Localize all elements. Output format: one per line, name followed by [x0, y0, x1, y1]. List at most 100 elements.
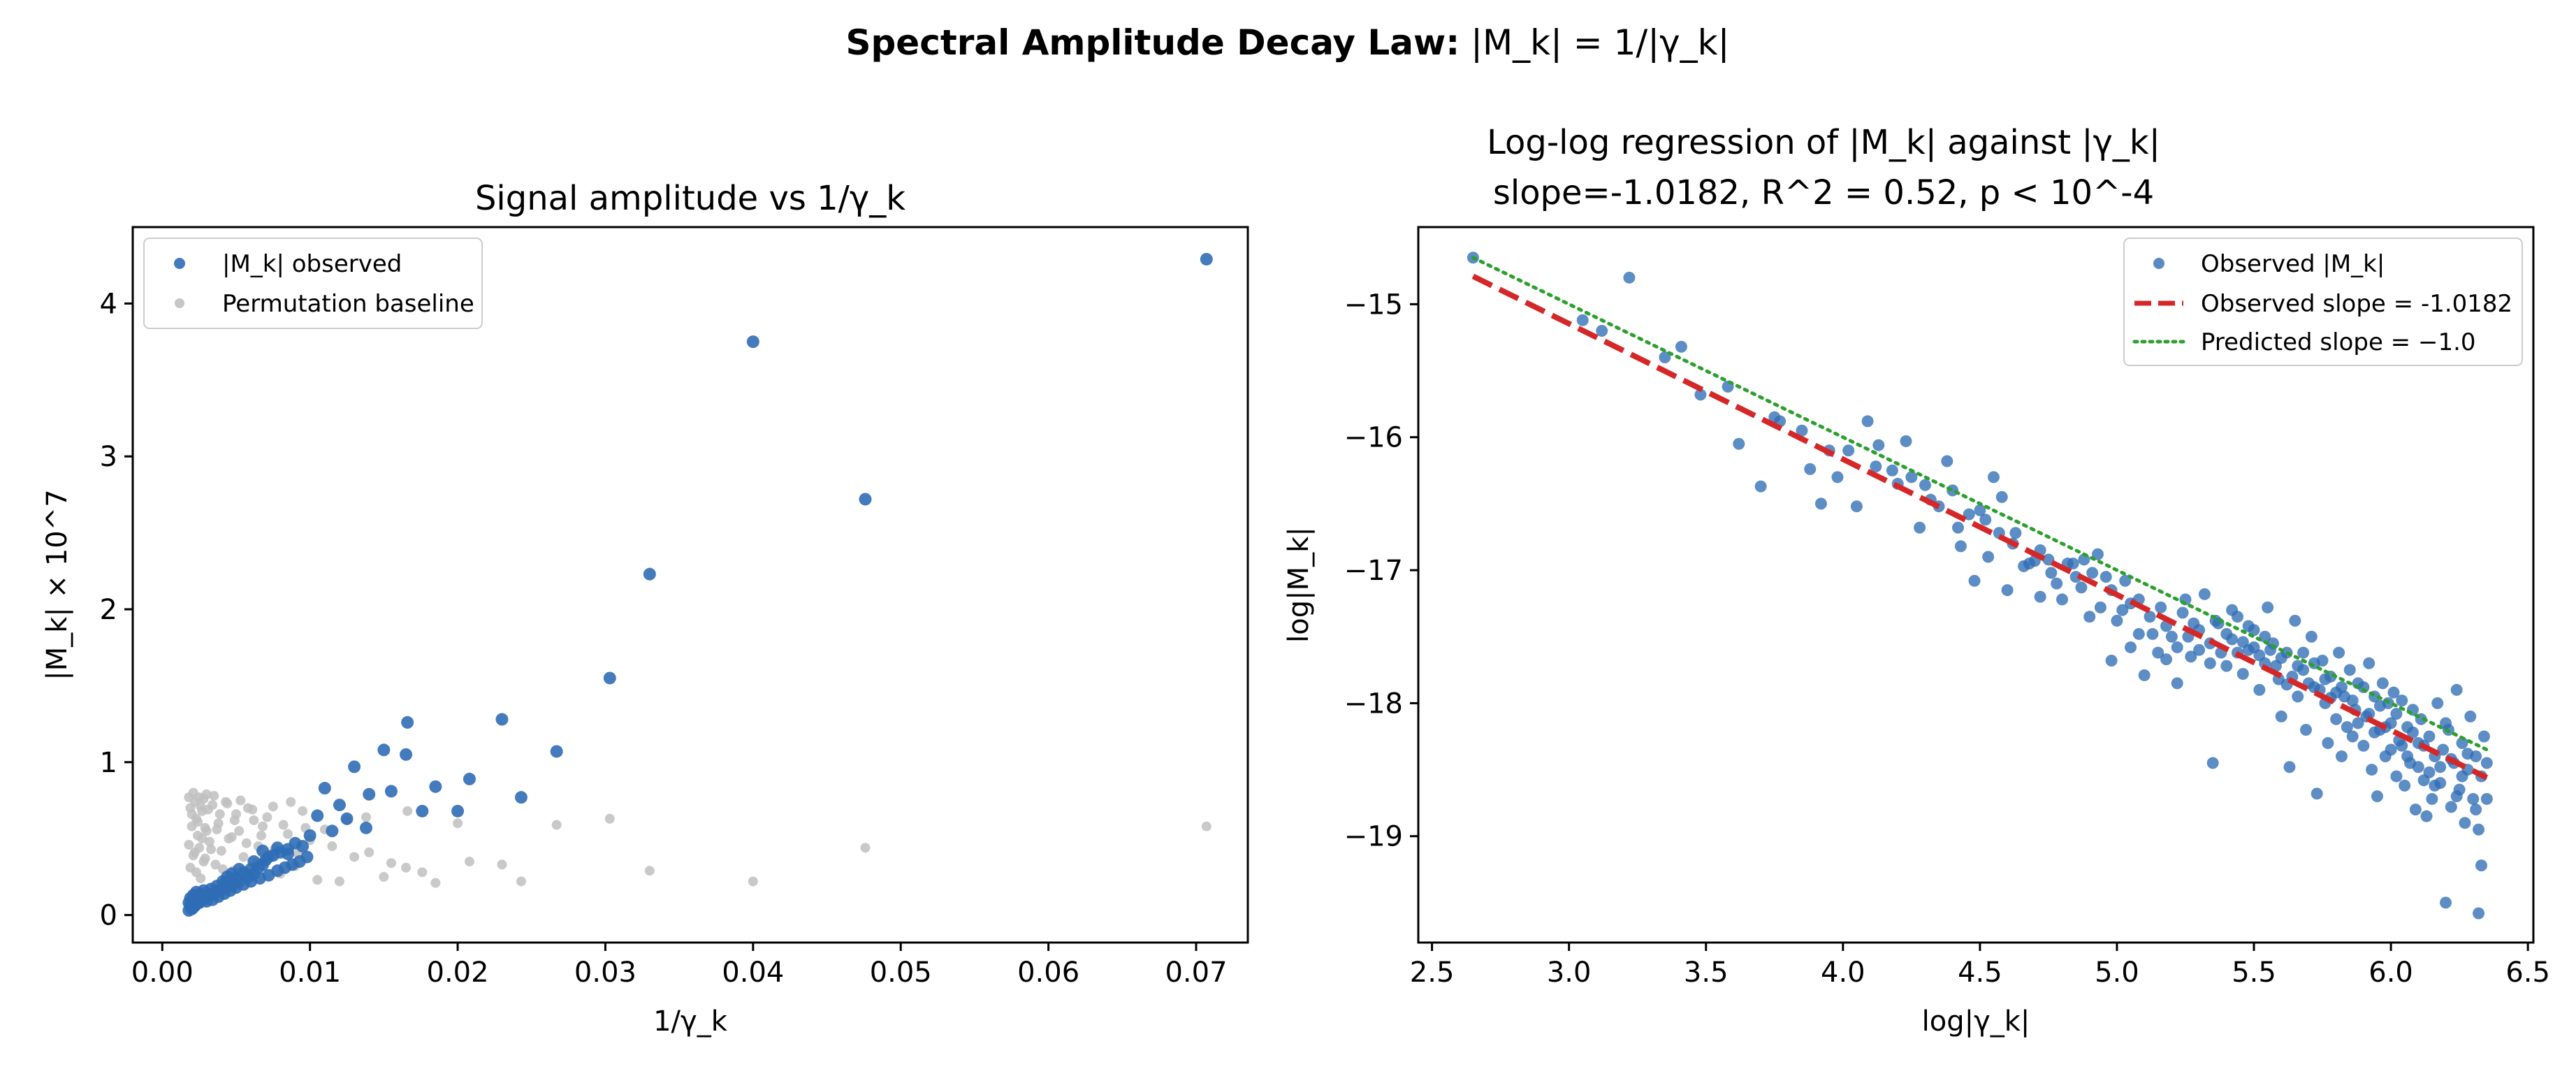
observed-point	[326, 824, 339, 838]
observed-point	[859, 493, 872, 506]
permutation-point	[214, 809, 225, 820]
loglog-point	[1954, 540, 1967, 553]
left-chart-x-ticks: 0.00 0.01 0.02 0.03 0.04 0.05 0.06 0.07	[131, 943, 1228, 989]
observed-point	[185, 894, 198, 908]
permutation-point	[402, 806, 413, 816]
right-chart-x-tick-label: 3.5	[1684, 957, 1729, 989]
right-chart-x-ticks: 2.5 3.0 3.5 4.0 4.5 5.0 5.5 6.0 6.5	[1410, 943, 2550, 989]
observed-point	[333, 799, 346, 812]
left-chart-xlabel: 1/γ_k	[653, 1005, 728, 1038]
loglog-point	[1995, 490, 2008, 503]
right-chart-x-tick-label: 4.5	[1958, 957, 2002, 989]
permutation-point	[234, 826, 245, 836]
right-chart-panel: Log-log regression of |M_k| against |γ_k…	[1283, 123, 2550, 1038]
loglog-point	[2475, 859, 2487, 872]
right-chart-xlabel: log|γ_k|	[1922, 1005, 2030, 1038]
loglog-point	[2045, 567, 2058, 579]
loglog-point	[2155, 601, 2167, 613]
loglog-point	[1576, 314, 1589, 326]
loglog-point	[2248, 641, 2260, 653]
loglog-point	[2352, 717, 2364, 729]
right-chart-y-tick-label: −17	[1344, 555, 1403, 587]
loglog-point	[2387, 686, 2400, 699]
observed-point	[318, 782, 331, 795]
suptitle-math: |M_k| = 1/|γ_k|	[1471, 22, 1729, 63]
loglog-point	[2477, 730, 2490, 743]
loglog-point	[2188, 617, 2200, 630]
permutation-point	[256, 830, 266, 841]
figure-suptitle: Spectral Amplitude Decay Law: |M_k| = 1/…	[846, 22, 1730, 63]
left-chart-y-tick-label: 1	[100, 747, 117, 779]
loglog-point	[1694, 388, 1707, 401]
loglog-point	[2343, 664, 2356, 676]
permutation-point	[361, 812, 371, 822]
permutation-point	[286, 797, 296, 807]
permutation-point	[386, 858, 396, 868]
right-chart-y-tick-label: −18	[1344, 688, 1403, 720]
loglog-point	[1872, 439, 1885, 451]
loglog-point	[2236, 668, 2249, 681]
observed-point	[363, 787, 376, 801]
loglog-point	[2100, 571, 2112, 583]
permutation-point	[191, 867, 201, 878]
loglog-point	[2300, 723, 2313, 736]
loglog-point	[2371, 790, 2383, 803]
loglog-point	[2283, 761, 2296, 773]
right-legend-box	[2123, 238, 2523, 366]
loglog-point	[2242, 620, 2255, 632]
loglog-point	[2001, 584, 2014, 597]
right-chart-legend: Observed |M_k| Observed slope = -1.0182 …	[2123, 238, 2523, 366]
loglog-point	[2152, 646, 2164, 659]
right-chart-points	[1467, 252, 2493, 920]
right-chart-y-tick-label: −19	[1344, 821, 1403, 853]
permutation-point	[203, 804, 213, 815]
left-legend-permutation-label: Permutation baseline	[222, 290, 474, 318]
loglog-point	[2450, 790, 2463, 803]
permutation-point	[497, 859, 507, 870]
loglog-point	[2409, 804, 2422, 816]
loglog-point	[2193, 644, 2206, 656]
left-chart-x-tick-label: 0.04	[722, 957, 784, 989]
left-legend-observed-marker	[174, 258, 185, 269]
permutation-point	[249, 815, 259, 825]
left-legend-observed-label: |M_k| observed	[222, 250, 402, 278]
loglog-point	[1914, 521, 1926, 534]
loglog-point	[2399, 779, 2411, 792]
loglog-point	[1905, 471, 1918, 484]
observed-point	[429, 780, 442, 793]
observed-point	[451, 804, 465, 817]
loglog-point	[2165, 630, 2178, 643]
permutation-point	[193, 817, 203, 827]
permutation-point	[312, 875, 323, 885]
loglog-point	[1842, 444, 1855, 457]
observed-point	[348, 760, 361, 773]
right-legend-predicted-slope-label: Predicted slope = −1.0	[2201, 328, 2476, 356]
loglog-point	[2056, 593, 2069, 606]
right-chart-fit-lines	[1471, 256, 2489, 780]
loglog-point	[2456, 770, 2468, 783]
observed-point	[643, 567, 656, 581]
permutation-point	[282, 829, 293, 839]
loglog-point	[2146, 627, 2159, 640]
permutation-point	[212, 824, 222, 835]
observed-point	[340, 812, 354, 825]
left-chart-frame	[131, 226, 1249, 944]
permutation-point	[551, 820, 562, 830]
loglog-point	[2171, 677, 2183, 690]
loglog-point	[1886, 464, 1898, 477]
left-chart-y-tick-label: 2	[100, 594, 117, 626]
loglog-point	[2119, 574, 2132, 587]
loglog-point	[2390, 770, 2403, 783]
right-chart-y-ticks: −15 −16 −17 −18 −19	[1344, 289, 1418, 853]
loglog-point	[1861, 415, 1874, 428]
observed-point	[463, 772, 476, 785]
loglog-point	[1623, 271, 1636, 284]
permutation-point	[1201, 821, 1211, 831]
permutation-point	[238, 852, 249, 862]
loglog-point	[2259, 630, 2271, 643]
permutation-point	[604, 813, 615, 824]
loglog-point	[1982, 551, 1995, 563]
observed-point	[401, 715, 414, 729]
